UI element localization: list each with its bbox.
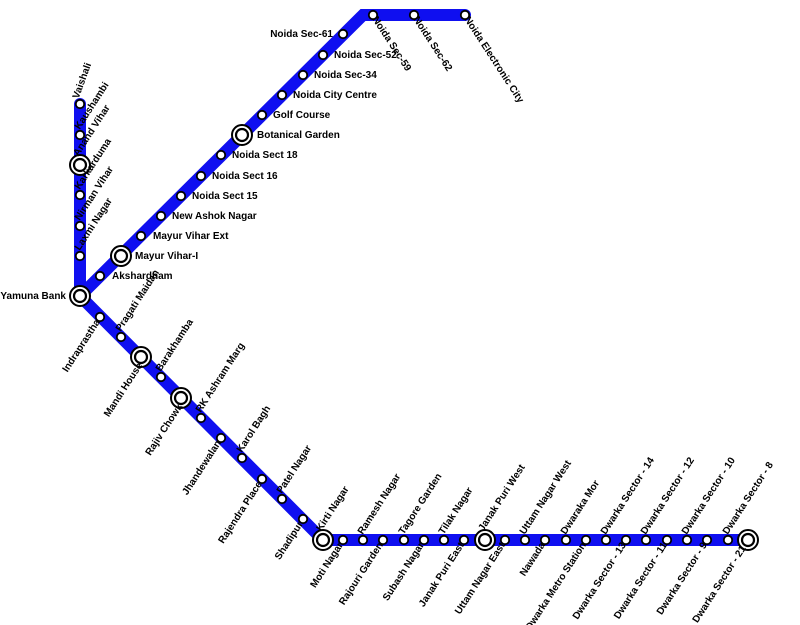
station-icon-noida-electronic-city[interactable]	[459, 9, 471, 21]
station-icon-noida-sec-61[interactable]	[337, 28, 349, 40]
station-label-subash-nagar: Subash Nagar	[381, 541, 427, 603]
station-icon-dwarka-metro-station[interactable]	[580, 534, 592, 546]
interchange-icon-mandi-house[interactable]	[130, 346, 152, 368]
station-label-jhandewalan: Jhandewalan	[180, 439, 223, 498]
station-icon-nawada[interactable]	[539, 534, 551, 546]
station-icon-janak-puri-east[interactable]	[458, 534, 470, 546]
station-label-noida-sect-18: Noida Sect 18	[232, 150, 298, 161]
station-icon-patel-nagar[interactable]	[276, 493, 288, 505]
station-label-noida-city-centre: Noida City Centre	[293, 90, 377, 101]
station-icon-rajendra-place[interactable]	[256, 473, 268, 485]
station-label-mayur-vihar-i: Mayur Vihar-I	[135, 251, 198, 262]
station-icon-noida-sec-52[interactable]	[317, 49, 329, 61]
station-icon-noida-sect-16[interactable]	[195, 170, 207, 182]
station-label-golf-course: Golf Course	[273, 110, 331, 121]
station-icon-jhandewalan[interactable]	[215, 432, 227, 444]
station-icon-vaishali[interactable]	[74, 98, 86, 110]
station-label-yamuna-bank: Yamuna Bank	[0, 291, 66, 302]
station-label-dwaraka-mor: Dwaraka Mor	[559, 478, 602, 536]
interchange-icon-dwarka-sector-21[interactable]	[737, 529, 759, 551]
station-icon-kaushambi[interactable]	[74, 129, 86, 141]
station-label-barakhamba: Barakhamba	[154, 317, 196, 374]
station-icon-noida-sect-15[interactable]	[175, 190, 187, 202]
station-icon-laxmi-nagar[interactable]	[74, 250, 86, 262]
station-label-tagore-garden: Tagore Garden	[397, 472, 445, 537]
station-icon-dwarka-sector-11[interactable]	[661, 534, 673, 546]
station-markers	[69, 9, 759, 551]
station-icon-new-ashok-nagar[interactable]	[155, 210, 167, 222]
station-icon-noida-sec-62[interactable]	[408, 9, 420, 21]
station-label-vaishali: Vaishali	[71, 61, 94, 100]
station-label-kirti-nagar: Kirti Nagar	[315, 484, 352, 533]
station-icon-dwarka-sector-9[interactable]	[701, 534, 713, 546]
station-icon-nirman-vihar[interactable]	[74, 220, 86, 232]
station-icon-karol-bagh[interactable]	[236, 452, 248, 464]
station-label-rajendra-place: Rajendra Place	[217, 479, 266, 545]
station-label-mayur-vihar-ext: Mayur Vihar Ext	[153, 231, 229, 242]
interchange-icon-mayur-vihar-i[interactable]	[110, 245, 132, 267]
station-icon-pragati-maidan[interactable]	[115, 331, 127, 343]
station-label-mandi-house: Mandi House	[102, 361, 145, 420]
interchange-icon-anand-vihar[interactable]	[69, 154, 91, 176]
station-icon-noida-sec-59[interactable]	[367, 9, 379, 21]
station-label-new-ashok-nagar: New Ashok Nagar	[172, 211, 257, 222]
station-icon-subash-nagar[interactable]	[418, 534, 430, 546]
station-label-noida-electronic-city: Noida Electronic City	[462, 15, 526, 106]
station-icon-shadipur[interactable]	[297, 513, 309, 525]
station-icon-akshardham[interactable]	[94, 270, 106, 282]
station-icon-barakhamba[interactable]	[155, 371, 167, 383]
interchange-icon-botanical-garden[interactable]	[231, 124, 253, 146]
station-label-rajouri-garden: Rajouri Garden	[337, 541, 386, 608]
interchange-icon-kirti-nagar[interactable]	[312, 529, 334, 551]
station-label-patel-nagar: Patel Nagar	[275, 443, 314, 495]
interchange-icon-yamuna-bank[interactable]	[69, 285, 91, 307]
station-label-noida-sec-34: Noida Sec-34	[314, 70, 377, 81]
station-label-noida-sect-15: Noida Sect 15	[192, 191, 258, 202]
station-icon-noida-city-centre[interactable]	[276, 89, 288, 101]
station-label-janak-puri-west: Janak Puri West	[477, 462, 529, 533]
station-icon-dwarka-sector-14[interactable]	[600, 534, 612, 546]
station-icon-dwaraka-mor[interactable]	[560, 534, 572, 546]
station-icon-noida-sec-34[interactable]	[297, 69, 309, 81]
station-icon-karkarduma[interactable]	[74, 189, 86, 201]
line-segment-2	[74, 9, 471, 302]
station-icon-rk-ashram-marg[interactable]	[195, 412, 207, 424]
station-icon-rajouri-garden[interactable]	[377, 534, 389, 546]
station-icon-dwarka-sector-12[interactable]	[640, 534, 652, 546]
station-label-karol-bagh: Karol Bagh	[235, 404, 273, 455]
station-label-botanical-garden: Botanical Garden	[257, 130, 340, 141]
station-icon-dwarka-sector-13[interactable]	[620, 534, 632, 546]
station-icon-tilak-nagar[interactable]	[438, 534, 450, 546]
station-label-noida-sec-61: Noida Sec-61	[270, 29, 333, 40]
interchange-icon-rajiv-chowk[interactable]	[170, 387, 192, 409]
station-icon-uttam-nagar-west[interactable]	[519, 534, 531, 546]
station-label-shadipur: Shadipur	[273, 520, 306, 562]
station-label-noida-sec-52: Noida Sec-52	[334, 50, 397, 61]
station-icon-dwarka-sector-8[interactable]	[722, 534, 734, 546]
station-icon-tagore-garden[interactable]	[398, 534, 410, 546]
station-label-noida-sec-62: Noida Sec-62	[411, 15, 455, 74]
station-label-noida-sec-59: Noida Sec-59	[370, 15, 414, 74]
station-icon-indraprastha[interactable]	[94, 311, 106, 323]
station-label-rajiv-chowk: Rajiv Chowk	[144, 402, 186, 458]
station-icon-noida-sect-18[interactable]	[215, 149, 227, 161]
station-label-akshardham: Akshardham	[112, 271, 173, 282]
interchange-icon-janak-puri-west[interactable]	[474, 529, 496, 551]
station-icon-uttam-nagar-east[interactable]	[499, 534, 511, 546]
station-label-indraprastha: Indraprastha	[61, 317, 103, 374]
station-label-ramesh-nagar: Ramesh Nagar	[356, 472, 403, 537]
station-label-janak-puri-east: Janak Puri East	[417, 540, 467, 609]
station-label-rk-ashram-marg: RK Ashram Marg	[194, 341, 247, 415]
station-label-noida-sect-16: Noida Sect 16	[212, 171, 278, 182]
station-icon-ramesh-nagar[interactable]	[357, 534, 369, 546]
station-icon-golf-course[interactable]	[256, 109, 268, 121]
station-icon-dwarka-sector-10[interactable]	[681, 534, 693, 546]
station-icon-moti-nagar[interactable]	[337, 534, 349, 546]
station-label-tilak-nagar: Tilak Nagar	[437, 486, 476, 537]
station-icon-mayur-vihar-ext[interactable]	[135, 230, 147, 242]
